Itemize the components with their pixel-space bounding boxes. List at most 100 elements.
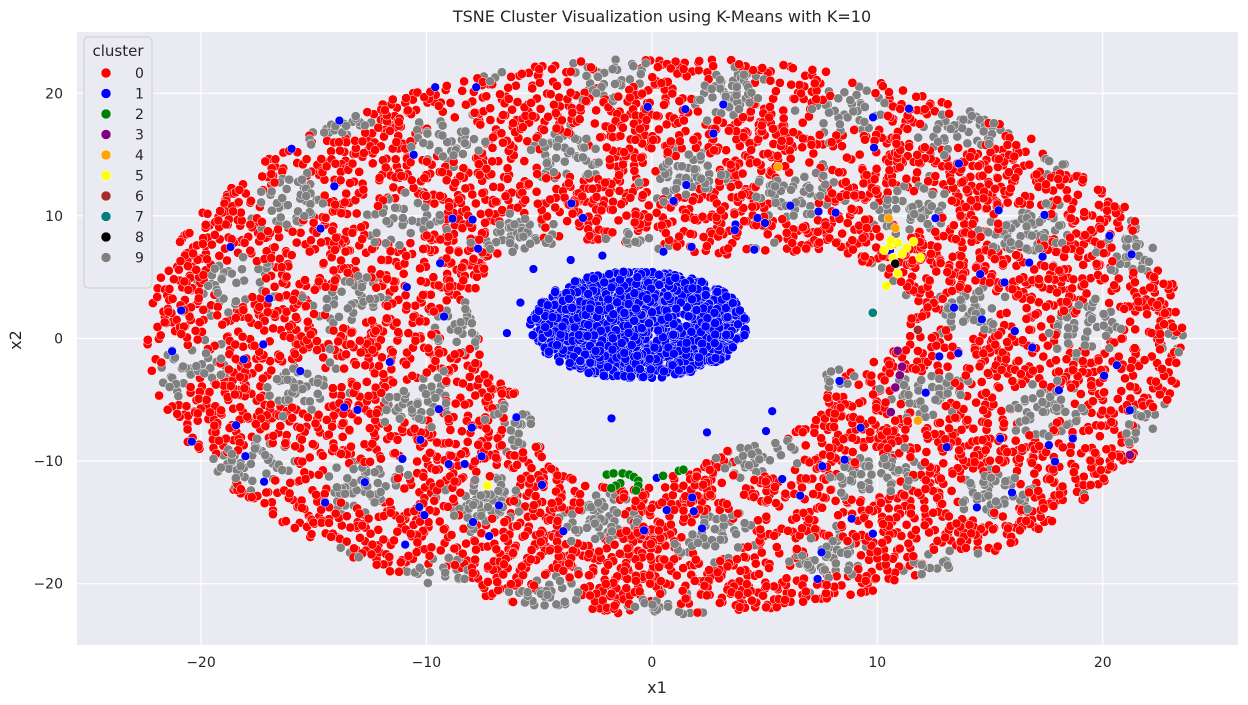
cluster-0-point (467, 568, 478, 578)
cluster-0-point (621, 210, 632, 221)
cluster-0-point (522, 136, 533, 147)
cluster-0-point (778, 113, 789, 124)
cluster-0-point (1091, 259, 1102, 269)
cluster-0-point (365, 528, 376, 539)
cluster-0-point (996, 406, 1007, 416)
cluster-0-point (412, 537, 423, 548)
cluster-0-point (243, 313, 254, 323)
cluster-0-point (450, 560, 460, 570)
cluster-0-point (780, 488, 791, 499)
cluster-0-point (428, 306, 439, 317)
cluster-0-point (261, 487, 272, 498)
cluster-0-point (613, 215, 624, 226)
cluster-0-point (743, 541, 753, 552)
cluster-0-point (535, 104, 546, 114)
cluster-0-point (618, 159, 628, 170)
cluster-0-point (1048, 464, 1058, 475)
cluster-9-point (1057, 159, 1068, 170)
cluster-9-point (514, 506, 524, 517)
cluster-9-point (403, 470, 413, 480)
cluster-0-point (763, 495, 773, 505)
cluster-9-point (1060, 407, 1071, 417)
cluster-0-point (845, 589, 856, 600)
cluster-0-point (1017, 443, 1027, 453)
cluster-0-point (337, 432, 348, 442)
cluster-9-point (405, 228, 416, 238)
cluster-0-point (777, 214, 788, 225)
cluster-0-point (174, 264, 184, 275)
cluster-0-point (367, 158, 378, 169)
cluster-0-point (366, 549, 377, 560)
cluster-0-point (860, 575, 871, 586)
cluster-9-point (425, 407, 436, 417)
cluster-9-point (559, 156, 570, 167)
cluster-9-point (1011, 425, 1021, 436)
cluster-0-point (665, 136, 676, 147)
cluster-0-point (457, 86, 468, 96)
cluster-0-point (739, 216, 749, 226)
cluster-9-point (955, 294, 966, 305)
cluster-0-point (1077, 356, 1088, 367)
cluster-9-point (460, 138, 470, 149)
cluster-9-point (1009, 473, 1020, 483)
cluster-0-point (354, 167, 365, 177)
cluster-0-point (800, 586, 811, 597)
cluster-0-point (441, 376, 452, 387)
cluster-0-point (257, 171, 268, 182)
cluster-0-point (1148, 402, 1158, 412)
cluster-9-point (835, 119, 845, 130)
cluster-0-point (275, 351, 285, 362)
cluster-9-point (695, 151, 706, 162)
cluster-9-point (784, 556, 795, 567)
cluster-0-point (235, 402, 245, 413)
cluster-0-point (781, 228, 792, 238)
cluster-0-point (441, 175, 452, 186)
cluster-0-point (217, 319, 228, 330)
cluster-0-point (539, 125, 549, 135)
cluster-0-point (691, 554, 701, 565)
cluster-0-point (675, 136, 685, 147)
cluster-0-point (806, 139, 817, 150)
cluster-0-point (866, 370, 877, 381)
cluster-9-point (927, 189, 938, 200)
cluster-0-point (483, 577, 493, 587)
cluster-0-point (894, 543, 905, 554)
cluster-9-point (942, 560, 953, 571)
cluster-0-point (667, 490, 678, 500)
cluster-9-point (875, 384, 885, 394)
cluster-0-point (671, 570, 682, 581)
cluster-9-point (246, 459, 256, 469)
cluster-0-point (423, 343, 434, 354)
cluster-0-point (350, 256, 361, 266)
cluster-0-point (956, 424, 967, 435)
cluster-0-point (674, 96, 685, 106)
cluster-0-point (198, 305, 209, 315)
cluster-0-point (643, 200, 654, 211)
cluster-0-point (163, 306, 174, 317)
cluster-9-point (465, 237, 476, 248)
cluster-9-point (932, 124, 942, 135)
cluster-0-point (512, 202, 523, 213)
cluster-9-point (1106, 264, 1116, 275)
cluster-0-point (320, 281, 331, 292)
cluster-0-point (1065, 448, 1076, 458)
cluster-9-point (541, 158, 552, 169)
cluster-0-point (474, 349, 485, 360)
cluster-0-point (353, 415, 363, 426)
cluster-9-point (247, 476, 258, 486)
cluster-9-point (640, 58, 651, 69)
cluster-0-point (464, 372, 475, 382)
cluster-0-point (230, 339, 241, 350)
cluster-0-point (284, 488, 295, 499)
cluster-0-point (1066, 213, 1076, 224)
cluster-9-point (413, 198, 423, 208)
cluster-0-point (953, 143, 964, 153)
cluster-9-point (437, 130, 448, 141)
cluster-0-point (146, 365, 157, 376)
cluster-0-point (871, 163, 882, 174)
cluster-9-point (955, 390, 966, 400)
cluster-0-point (358, 184, 369, 195)
cluster-0-point (830, 496, 841, 506)
cluster-9-point (826, 366, 836, 377)
cluster-0-point (1113, 351, 1124, 362)
